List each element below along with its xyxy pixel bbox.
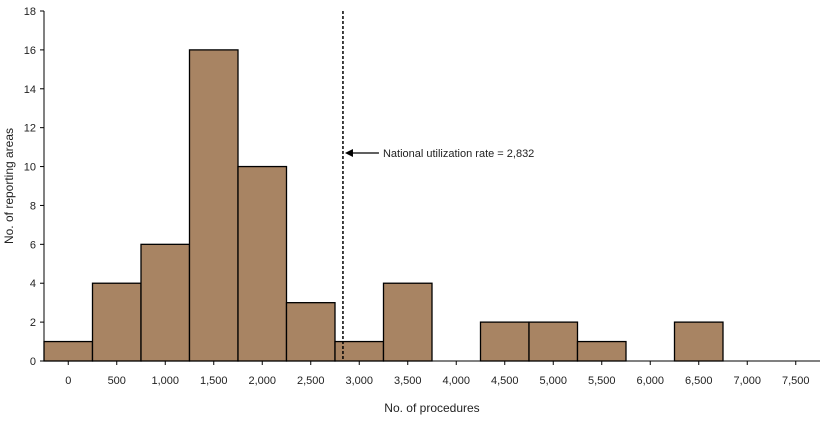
arrow-head bbox=[344, 149, 353, 157]
y-tick-label: 8 bbox=[30, 200, 36, 212]
bar-500 bbox=[91, 282, 142, 362]
y-tick-label: 10 bbox=[24, 162, 36, 174]
x-tick-label: 1,500 bbox=[200, 375, 228, 387]
bar-5,000 bbox=[528, 321, 579, 362]
x-tick-label: 2,000 bbox=[248, 375, 276, 387]
bar-2,000 bbox=[237, 165, 288, 362]
x-tick-label: 2,500 bbox=[297, 375, 325, 387]
x-tick-label: 7,000 bbox=[733, 375, 761, 387]
y-tick-label: 0 bbox=[30, 356, 36, 368]
x-tick-label: 1,000 bbox=[151, 375, 179, 387]
y-tick-label: 16 bbox=[24, 45, 36, 57]
x-tick-label: 7,500 bbox=[782, 375, 810, 387]
y-tick-label: 6 bbox=[30, 239, 36, 251]
bar-1,000 bbox=[140, 243, 191, 362]
bar-6,500 bbox=[673, 321, 724, 362]
x-tick-label: 0 bbox=[65, 375, 71, 387]
bar-5,500 bbox=[576, 340, 627, 362]
x-tick-label: 3,500 bbox=[394, 375, 422, 387]
reference-line-group bbox=[342, 11, 379, 361]
x-axis-title: No. of procedures bbox=[384, 401, 479, 415]
bar-3,500 bbox=[382, 282, 433, 362]
bar-4,500 bbox=[479, 321, 530, 362]
y-tick-label: 12 bbox=[24, 123, 36, 135]
bar-1,500 bbox=[188, 49, 239, 362]
bar-2,500 bbox=[285, 302, 336, 362]
y-tick-label: 2 bbox=[30, 317, 36, 329]
y-tick-label: 4 bbox=[30, 278, 36, 290]
x-tick-label: 500 bbox=[108, 375, 126, 387]
x-tick-label: 6,500 bbox=[685, 375, 713, 387]
bar-0 bbox=[43, 340, 94, 362]
bars-group bbox=[43, 49, 724, 362]
x-tick-label: 4,000 bbox=[442, 375, 470, 387]
y-tick-label: 14 bbox=[24, 84, 36, 96]
y-tick-label: 18 bbox=[24, 6, 36, 18]
x-tick-label: 6,000 bbox=[636, 375, 664, 387]
x-tick-label: 4,500 bbox=[491, 375, 519, 387]
reference-line-label: National utilization rate = 2,832 bbox=[383, 148, 534, 160]
axes-group: 0 2 4 6 8 10 12 14 16 18 0 500 1,000 1,500 2,000 2,500 3… bbox=[24, 6, 820, 387]
y-axis-title: No. of reporting areas bbox=[2, 128, 16, 244]
x-tick-label: 5,500 bbox=[588, 375, 616, 387]
x-tick-label: 5,000 bbox=[539, 375, 567, 387]
x-tick-label: 3,000 bbox=[345, 375, 373, 387]
